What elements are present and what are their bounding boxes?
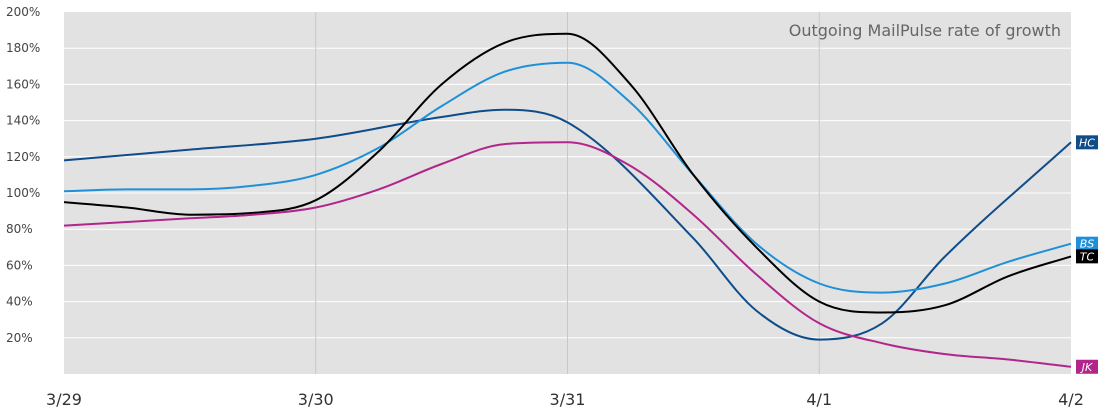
end-label-box: [1076, 135, 1098, 150]
x-tick-label: 3/30: [298, 390, 334, 409]
y-axis-ticks: 20% 40% 60% 80% 100% 120% 140% 160% 180% 200%: [6, 5, 40, 345]
end-label-text: HC: [1079, 136, 1095, 149]
y-tick-label: 140%: [6, 114, 40, 128]
series-line-bs: [63, 61, 1072, 294]
y-tick-label: 20%: [6, 331, 33, 345]
series-end-label-hc: HC: [1076, 135, 1098, 150]
end-label-text: BS: [1080, 238, 1095, 251]
y-tick-label: 180%: [6, 41, 40, 55]
y-tick-label: 60%: [6, 258, 33, 272]
x-tick-label: 4/1: [806, 390, 832, 409]
series-end-label-jk: JK: [1076, 359, 1098, 374]
series-line-tc: [63, 32, 1072, 314]
series-end-label-bs: BS: [1076, 236, 1098, 251]
y-tick-label: 100%: [6, 186, 40, 200]
gridlines: [64, 12, 1071, 374]
x-tick-label: 3/31: [550, 390, 586, 409]
end-label-text: TC: [1080, 250, 1095, 263]
series-end-label-tc: TC: [1076, 249, 1098, 264]
x-tick-label: 3/29: [46, 390, 82, 409]
chart-title: Outgoing MailPulse rate of growth: [789, 21, 1061, 40]
y-tick-label: 40%: [6, 295, 33, 309]
series-line-jk: [63, 141, 1072, 368]
series-line-hc: [63, 108, 1072, 341]
end-label-box: [1076, 359, 1098, 374]
y-tick-label: 200%: [6, 5, 40, 19]
end-label-box: [1076, 249, 1098, 264]
end-label-text: JK: [1080, 361, 1093, 374]
x-axis-ticks: 3/29 3/30 3/31 4/1 4/2: [46, 390, 1084, 409]
y-tick-label: 80%: [6, 222, 33, 236]
end-label-box: [1076, 236, 1098, 251]
series-lines: [63, 32, 1072, 368]
y-tick-label: 120%: [6, 150, 40, 164]
y-tick-label: 160%: [6, 77, 40, 91]
x-tick-label: 4/2: [1058, 390, 1084, 409]
